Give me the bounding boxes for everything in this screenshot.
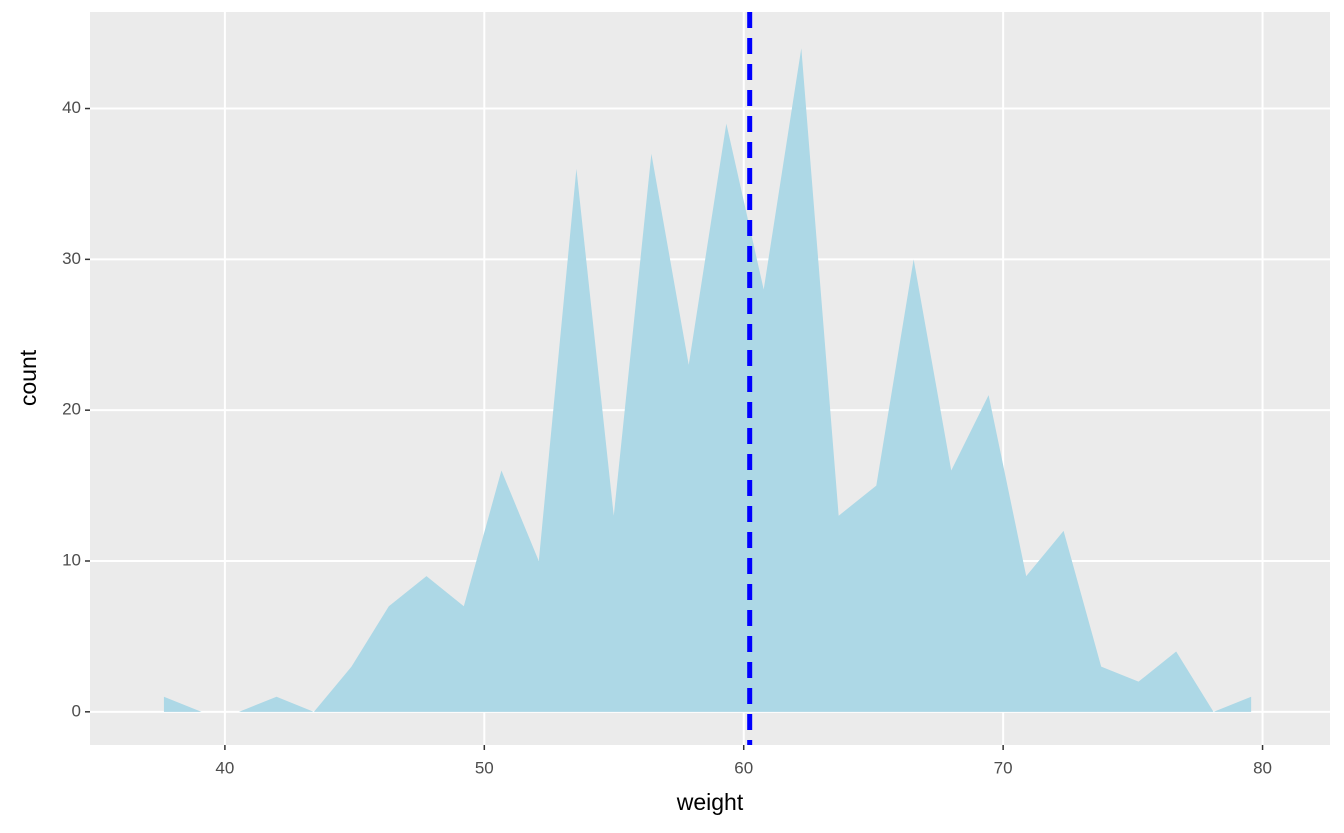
x-tick-label: 80 bbox=[1253, 758, 1272, 777]
y-tick-label: 10 bbox=[62, 550, 81, 569]
x-tick-label: 40 bbox=[215, 758, 234, 777]
area bbox=[163, 48, 1252, 712]
x-axis-label: weight bbox=[676, 789, 744, 815]
y-axis-label: count bbox=[15, 349, 41, 406]
x-tick-label: 70 bbox=[994, 758, 1013, 777]
x-tick-label: 60 bbox=[734, 758, 753, 777]
y-tick-label: 30 bbox=[62, 249, 81, 268]
x-tick-label: 50 bbox=[475, 758, 494, 777]
y-tick-label: 0 bbox=[72, 701, 81, 720]
y-tick-label: 20 bbox=[62, 400, 81, 419]
y-tick-label: 40 bbox=[62, 98, 81, 117]
